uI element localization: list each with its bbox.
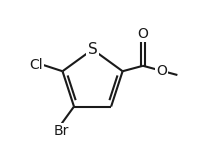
Text: O: O [138, 27, 148, 41]
Text: S: S [88, 42, 97, 57]
Text: O: O [156, 64, 167, 78]
Text: Cl: Cl [29, 58, 43, 72]
Text: Br: Br [54, 124, 69, 138]
